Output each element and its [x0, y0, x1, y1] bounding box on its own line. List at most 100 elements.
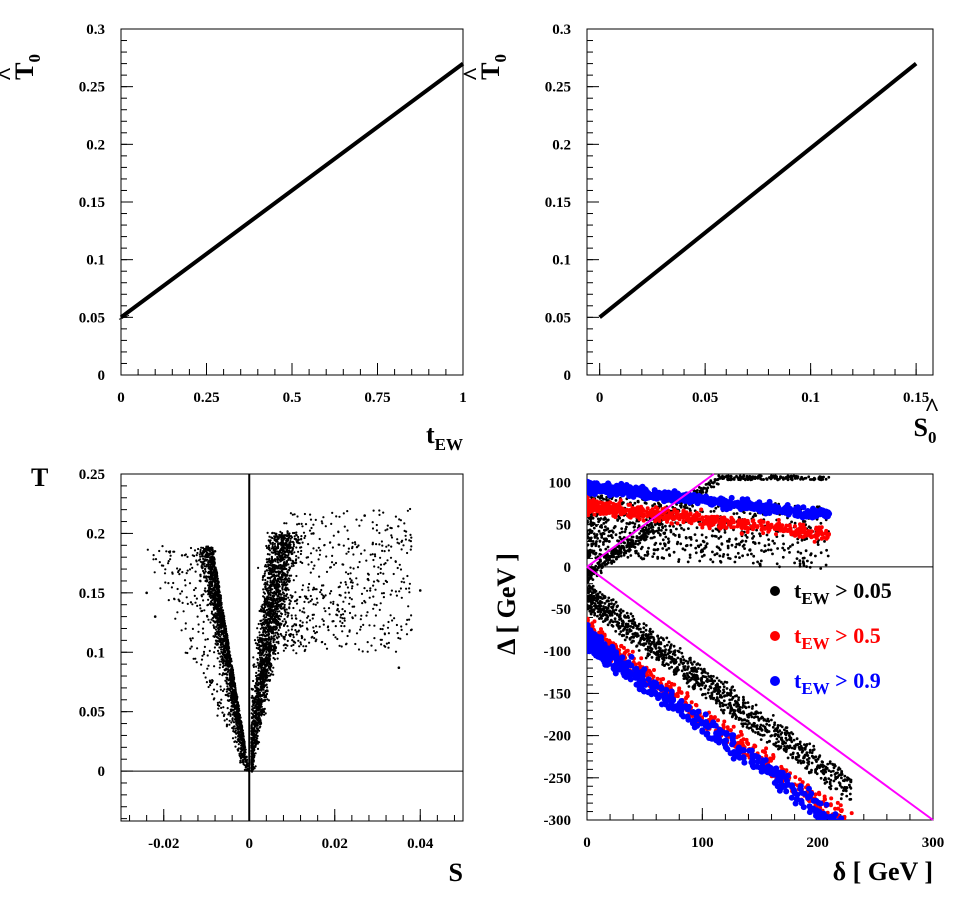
data-point	[286, 539, 289, 542]
data-point	[317, 546, 320, 549]
data-point	[285, 522, 288, 525]
data-point	[232, 727, 235, 730]
data-point	[246, 765, 249, 768]
data-point	[277, 629, 280, 632]
data-point	[406, 618, 409, 622]
data-point	[397, 525, 400, 528]
data-point	[404, 538, 407, 541]
data-point	[242, 755, 245, 759]
data-point	[389, 593, 392, 596]
data-point	[267, 630, 270, 634]
data-point	[371, 527, 375, 530]
data-point	[212, 608, 216, 611]
data-point	[233, 697, 236, 700]
data-point	[265, 603, 268, 606]
data-point	[228, 682, 231, 685]
data-point	[281, 535, 284, 539]
data-point	[331, 554, 334, 558]
data-point	[222, 614, 225, 617]
data-point	[336, 607, 339, 611]
data-point	[649, 632, 653, 636]
data-point	[223, 688, 226, 691]
data-point	[255, 717, 258, 721]
data-point	[202, 653, 206, 656]
data-point	[282, 538, 285, 541]
data-point	[287, 563, 290, 566]
data-point	[350, 587, 354, 590]
data-point	[214, 595, 217, 599]
data-point	[355, 518, 358, 521]
data-point	[213, 620, 216, 623]
data-point	[213, 600, 216, 603]
data-point	[213, 577, 216, 580]
data-point	[230, 657, 233, 661]
data-point	[344, 596, 347, 599]
data-point	[276, 567, 279, 570]
data-point	[205, 681, 208, 684]
data-point	[271, 588, 274, 591]
series-line	[119, 61, 465, 319]
data-point	[306, 616, 309, 619]
data-point	[391, 619, 394, 622]
data-point	[377, 566, 380, 569]
data-point	[286, 556, 290, 559]
data-point	[270, 649, 273, 652]
y-tick-label: 0.2	[552, 137, 571, 153]
data-point	[268, 566, 271, 570]
data-point	[354, 642, 357, 646]
data-point	[288, 543, 291, 546]
data-point	[241, 729, 244, 732]
data-point	[271, 541, 274, 545]
data-point	[345, 642, 348, 645]
data-point	[269, 569, 272, 572]
data-point	[284, 574, 287, 577]
data-point	[283, 603, 286, 607]
data-point	[293, 640, 296, 644]
data-point	[281, 540, 284, 543]
data-point	[282, 574, 285, 577]
data-point	[351, 617, 354, 620]
data-point	[280, 593, 283, 596]
data-point	[313, 588, 317, 591]
data-point	[347, 547, 350, 550]
data-point	[228, 699, 231, 702]
data-point	[183, 554, 186, 557]
data-point	[255, 701, 259, 704]
data-point	[231, 719, 234, 722]
data-point	[213, 549, 217, 553]
data-point	[230, 675, 233, 678]
data-point	[222, 664, 225, 667]
data-point	[298, 609, 301, 612]
data-point	[173, 597, 176, 600]
data-point	[274, 553, 277, 556]
data-point	[253, 720, 256, 723]
data-point	[270, 583, 273, 586]
data-point	[210, 610, 214, 613]
data-point	[369, 587, 372, 590]
data-point	[269, 625, 272, 628]
x-tick-label: 1	[459, 390, 467, 406]
data-point	[286, 531, 289, 535]
data-point	[203, 562, 206, 565]
data-point	[210, 582, 213, 585]
data-point	[242, 745, 245, 749]
y-tick-label: 0.2	[86, 137, 105, 153]
data-point	[266, 686, 269, 689]
data-point	[145, 591, 148, 595]
x-tick-label: 0	[246, 836, 254, 852]
data-point	[214, 598, 217, 601]
data-point	[202, 672, 205, 675]
data-point	[223, 713, 226, 716]
y-axis-label-hat: ^	[458, 66, 487, 81]
data-point	[252, 656, 255, 659]
data-point	[220, 642, 223, 645]
data-point	[262, 671, 265, 674]
data-point	[215, 570, 218, 574]
data-point	[243, 751, 246, 754]
panel-br: 0 100 200 300100500-50-100-150-200-250-300Δ…	[492, 473, 944, 886]
data-point	[271, 614, 274, 617]
data-point	[217, 593, 220, 597]
data-point	[204, 550, 207, 553]
data-point	[312, 547, 315, 550]
data-point	[266, 591, 270, 595]
